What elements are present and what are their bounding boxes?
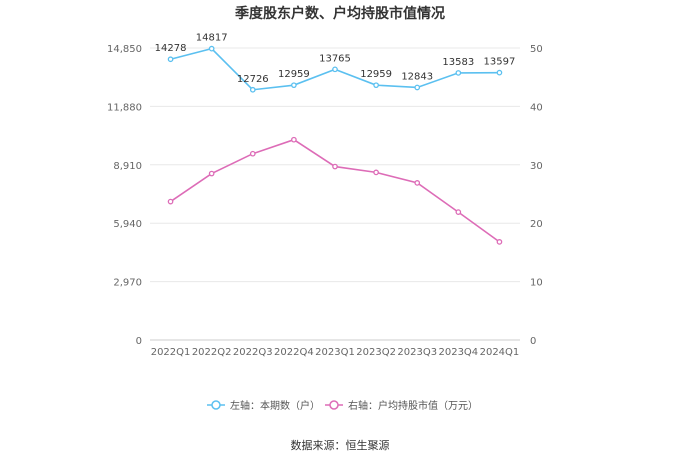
data-point-left — [496, 69, 503, 76]
series-line-right — [170, 138, 500, 243]
x-tick-label: 2023Q3 — [397, 347, 437, 358]
data-point-right — [249, 150, 256, 157]
x-tick-label: 2023Q2 — [356, 347, 396, 358]
data-label: 13583 — [442, 57, 474, 68]
x-tick-label: 2022Q3 — [233, 347, 273, 358]
x-tick-label: 2024Q1 — [480, 347, 520, 358]
data-label: 12726 — [237, 74, 269, 85]
data-point-left — [414, 84, 421, 91]
x-tick-label: 2023Q4 — [438, 347, 478, 358]
data-label: 12843 — [401, 71, 433, 82]
legend-marker — [329, 400, 339, 410]
data-point-right — [332, 163, 338, 170]
y-right-tick-label: 20 — [530, 219, 543, 230]
y-left-tick-label: 8,910 — [113, 161, 142, 172]
y-left-tick-label: 11,880 — [107, 102, 142, 113]
y-right-tick-label: 30 — [530, 161, 543, 172]
data-point-right — [455, 209, 462, 215]
data-point-right — [373, 169, 379, 176]
y-right-tick-label: 10 — [530, 278, 543, 289]
y-right-tick-label: 50 — [530, 44, 543, 55]
data-label: 13597 — [484, 57, 516, 68]
data-point-left — [249, 86, 256, 93]
data-label: 12959 — [278, 69, 310, 80]
source-note: 数据来源：恒生聚源 — [290, 439, 390, 452]
y-right-tick-label: 0 — [530, 336, 536, 347]
data-point-right — [291, 136, 297, 143]
y-right-tick-label: 40 — [530, 102, 543, 113]
x-tick-label: 2022Q1 — [151, 347, 191, 358]
data-point-left — [208, 45, 215, 52]
x-tick-label: 2022Q4 — [274, 347, 314, 358]
legend-label: 左轴：本期数（户） — [230, 399, 320, 412]
chart-title: 季度股东户数、户均持股市值情况 — [235, 6, 445, 22]
data-point-right — [208, 170, 215, 177]
x-tick-label: 2022Q2 — [192, 347, 232, 358]
y-left-tick-label: 5,940 — [113, 219, 142, 230]
data-point-left — [167, 56, 174, 63]
legend-marker — [211, 400, 221, 410]
data-point-right — [496, 239, 503, 245]
data-point-left — [373, 82, 379, 89]
data-label: 12959 — [360, 69, 392, 80]
data-point-right — [414, 180, 421, 186]
data-point-left — [332, 66, 338, 73]
data-point-left — [455, 70, 462, 76]
data-point-right — [167, 198, 174, 205]
data-label: 14278 — [155, 43, 187, 54]
data-label: 13765 — [319, 53, 351, 64]
y-left-tick-label: 14,850 — [107, 44, 142, 55]
data-label: 14817 — [196, 33, 228, 44]
x-tick-label: 2023Q1 — [315, 347, 355, 358]
y-left-tick-label: 2,970 — [113, 278, 142, 289]
legend-label: 右轴：户均持股市值（万元） — [348, 399, 478, 412]
y-left-tick-label: 0 — [136, 336, 142, 347]
data-point-left — [291, 82, 297, 89]
